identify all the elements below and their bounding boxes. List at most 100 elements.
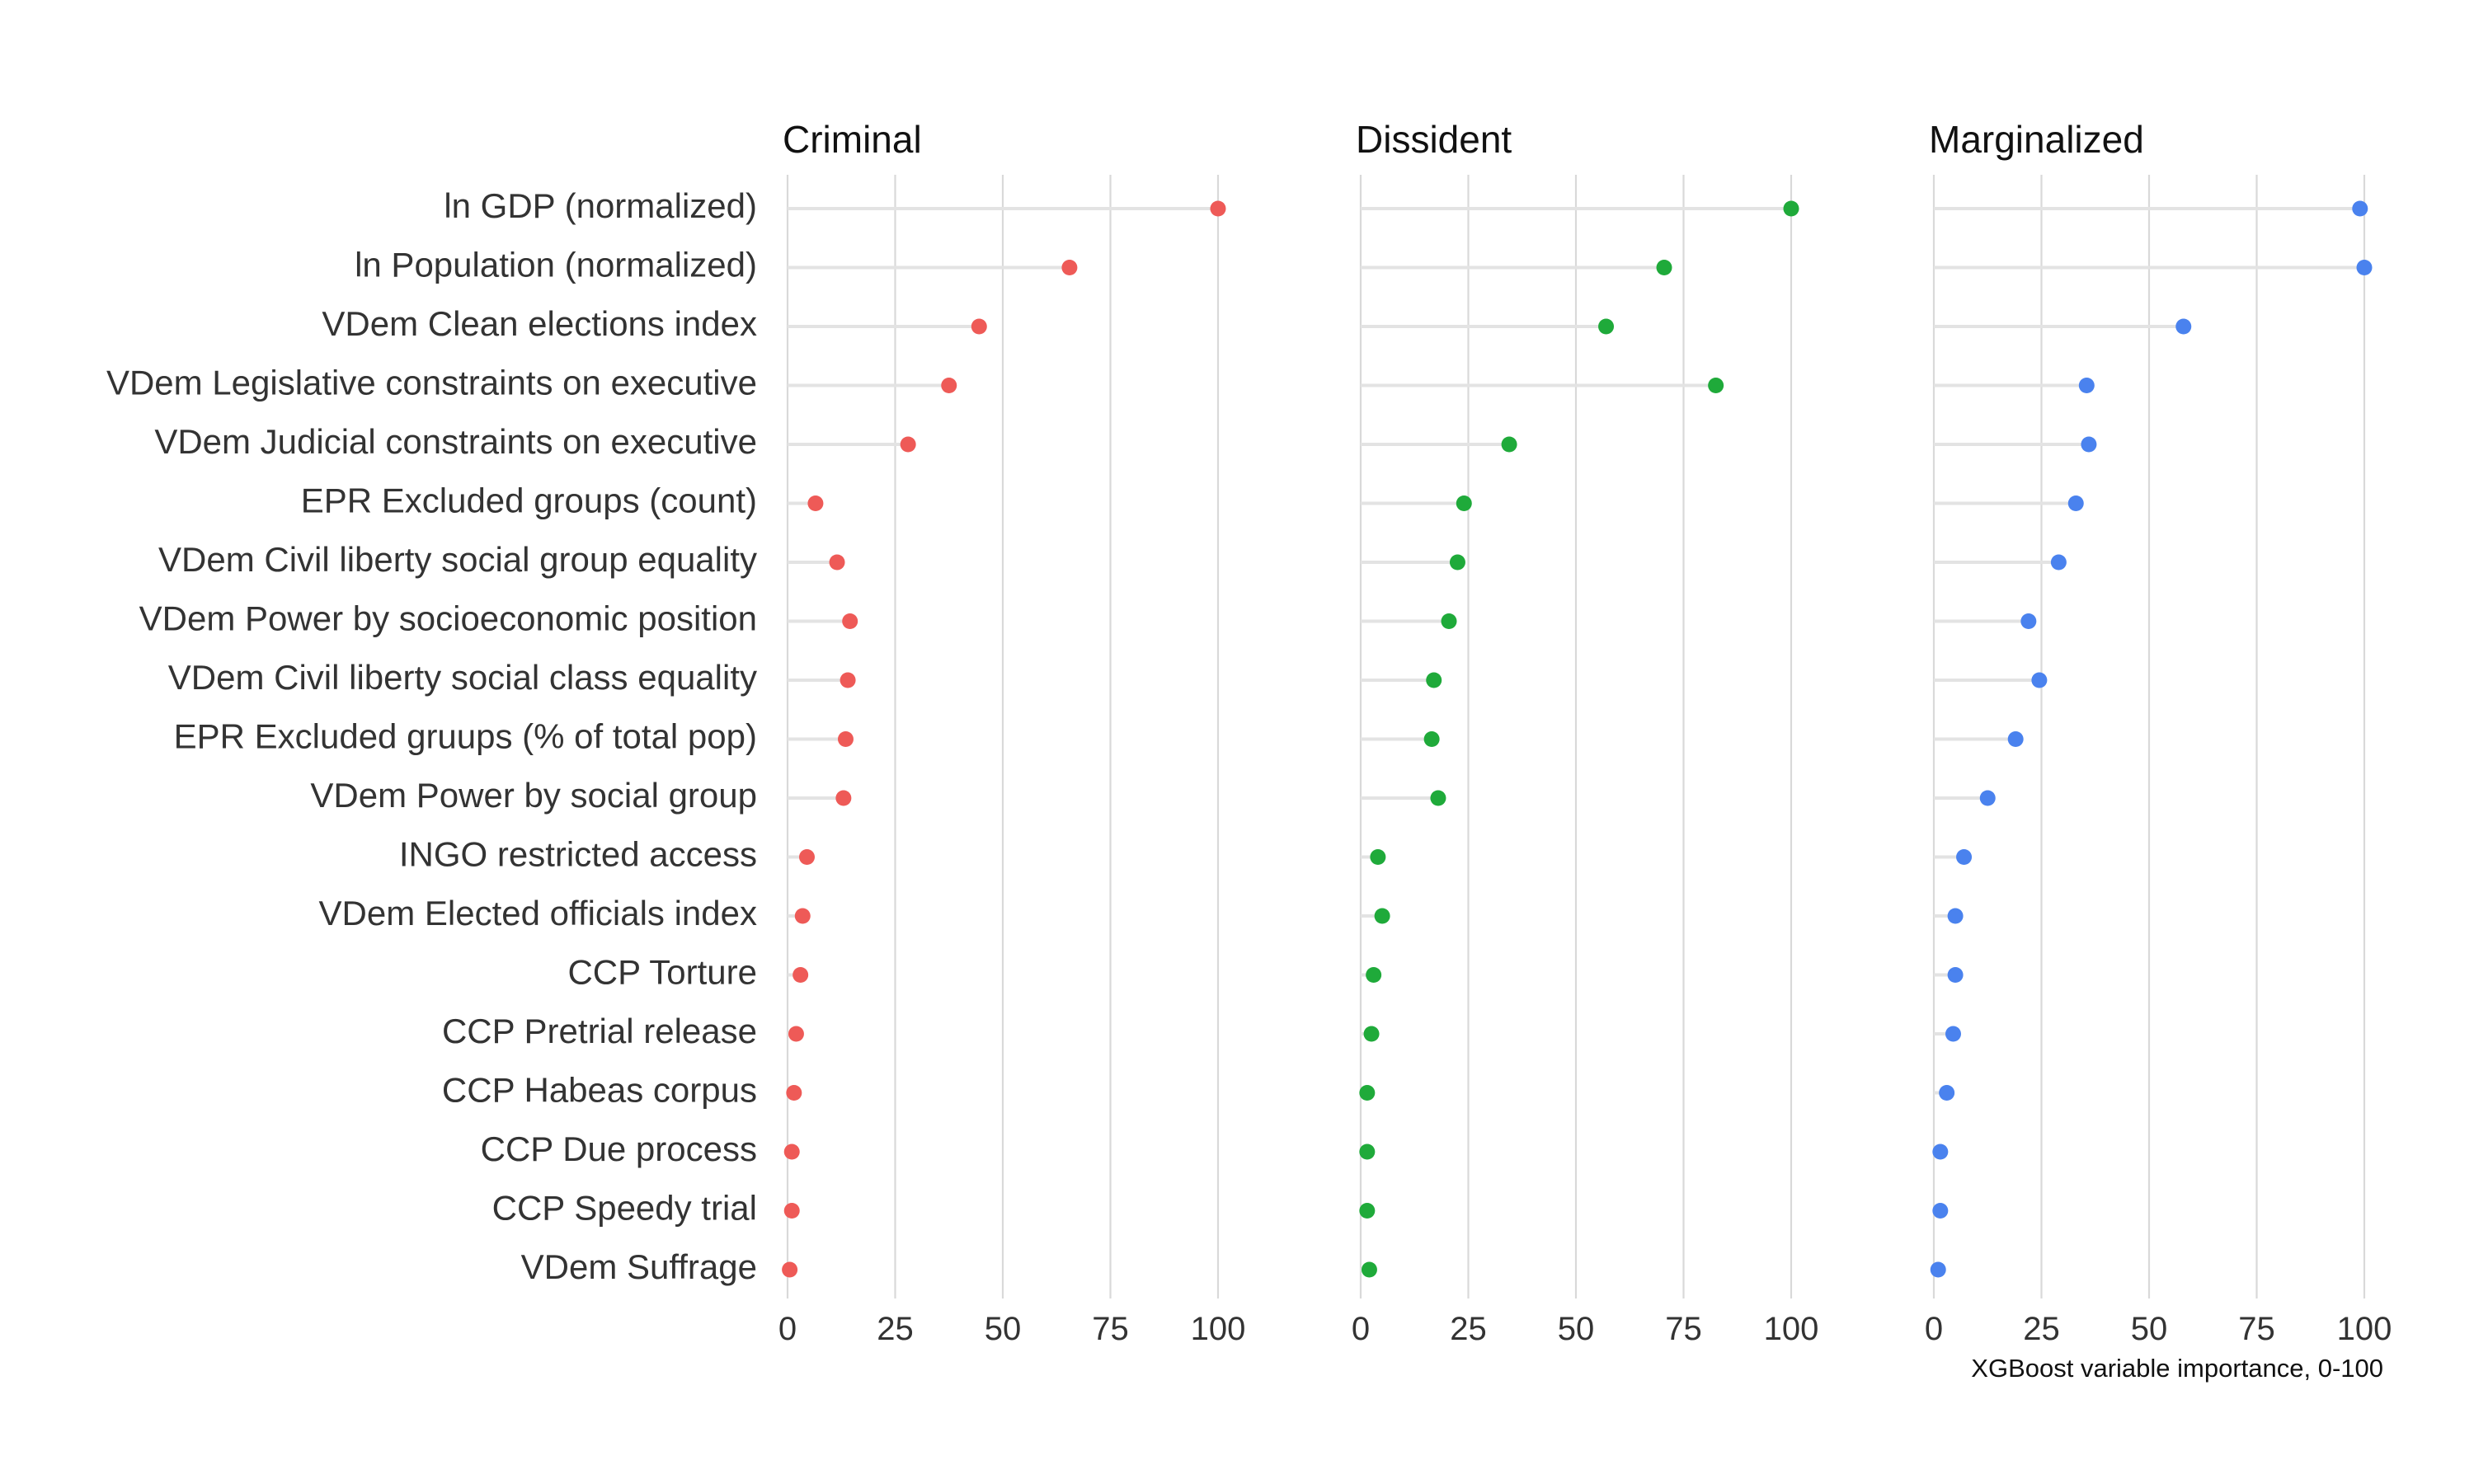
point-ccp-torture [793,967,809,983]
panel-title: Marginalized [1929,118,2144,161]
row-label-epr-excluded-groups-count: EPR Excluded groups (count) [301,481,757,520]
point-vdem-clean-elections-index [971,318,987,335]
x-tick-label-25: 25 [1450,1311,1487,1347]
point-vdem-legislative-constraints-on-executive [941,378,957,393]
point-vdem-power-by-social-group [835,790,852,806]
row-label-ccp-torture: CCP Torture [567,953,757,992]
point-ln-population-normalized [1656,260,1672,275]
point-vdem-legislative-constraints-on-executive [2078,378,2095,393]
x-tick-label-0: 0 [1352,1311,1370,1347]
point-ccp-torture [1366,967,1382,983]
row-labels: ln GDP (normalized) ln Population (normal… [106,186,757,1286]
point-vdem-suffrage [1930,1261,1946,1278]
point-ln-gdp-normalized [1210,200,1226,217]
point-vdem-judicial-constraints-on-executive [900,436,916,453]
point-ccp-habeas-corpus [786,1085,802,1101]
point-ln-population-normalized [1061,260,1078,275]
row-label-ln-gdp-normalized: ln GDP (normalized) [444,186,757,225]
row-label-ccp-habeas-corpus: CCP Habeas corpus [442,1071,757,1110]
x-tick-label-50: 50 [2131,1311,2168,1347]
x-tick-label-100: 100 [1191,1311,1246,1347]
row-label-ln-population-normalized: ln Population (normalized) [355,246,757,284]
point-vdem-clean-elections-index [2175,318,2192,335]
point-ccp-habeas-corpus [1939,1085,1955,1101]
row-label-ingo-restricted-access: INGO restricted access [399,835,757,874]
panel-title: Dissident [1356,118,1512,161]
point-vdem-civil-liberty-social-group-equality [1449,554,1465,571]
point-vdem-legislative-constraints-on-executive [1708,378,1724,393]
point-ingo-restricted-access [798,849,815,865]
point-ccp-speedy-trial [783,1203,800,1219]
x-tick-label-75: 75 [1092,1311,1129,1347]
row-label-vdem-power-by-socioeconomic-position: VDem Power by socioeconomic position [139,599,757,638]
x-tick-label-0: 0 [1925,1311,1943,1347]
point-ccp-speedy-trial [1932,1203,1949,1219]
point-ingo-restricted-access [1370,849,1386,865]
x-tick-label-25: 25 [2023,1311,2060,1347]
point-vdem-judicial-constraints-on-executive [2081,436,2097,453]
panel-dissident: Dissident 0 25 50 75 100 [1352,118,1819,1347]
row-label-vdem-power-by-social-group: VDem Power by social group [310,776,757,815]
point-vdem-civil-liberty-social-class-equality [2031,672,2048,688]
row-label-vdem-suffrage: VDem Suffrage [521,1247,757,1286]
point-vdem-suffrage [1361,1261,1377,1278]
point-vdem-suffrage [782,1261,798,1278]
row-label-vdem-civil-liberty-social-class-equality: VDem Civil liberty social class equality [168,658,757,697]
point-vdem-elected-officials-index [794,908,811,924]
point-vdem-power-by-social-group [1430,790,1446,806]
point-vdem-power-by-socioeconomic-position [1441,613,1457,629]
point-ccp-pretrial-release [1363,1026,1380,1042]
x-tick-label-100: 100 [2337,1311,2392,1347]
x-tick-label-50: 50 [1558,1311,1595,1347]
row-label-epr-excluded-gruups-of-total-pop: EPR Excluded gruups (% of total pop) [174,717,757,756]
row-label-vdem-civil-liberty-social-group-equality: VDem Civil liberty social group equality [158,540,757,579]
panel-marginalized: Marginalized 0 25 50 75 100 [1925,118,2392,1347]
x-tick-label-100: 100 [1764,1311,1819,1347]
x-axis-label: XGBoost variable importance, 0-100 [1971,1354,2383,1383]
point-ln-gdp-normalized [2352,200,2368,217]
point-epr-excluded-groups-count [2067,495,2084,511]
point-vdem-civil-liberty-social-class-equality [1426,672,1442,688]
row-label-vdem-legislative-constraints-on-executive: VDem Legislative constraints on executiv… [106,364,757,402]
row-label-vdem-elected-officials-index: VDem Elected officials index [319,894,757,932]
point-ccp-speedy-trial [1359,1203,1376,1219]
x-tick-label-75: 75 [2238,1311,2275,1347]
point-ln-gdp-normalized [1783,200,1799,217]
point-vdem-clean-elections-index [1598,318,1615,335]
point-epr-excluded-gruups-of-total-pop [2007,731,2024,747]
point-ccp-due-process [1359,1144,1376,1160]
x-tick-label-75: 75 [1665,1311,1702,1347]
point-ln-population-normalized [2356,260,2373,275]
point-ingo-restricted-access [1956,849,1973,865]
point-vdem-civil-liberty-social-group-equality [829,554,845,571]
point-vdem-power-by-socioeconomic-position [842,613,858,629]
point-epr-excluded-groups-count [1456,495,1472,511]
x-tick-label-0: 0 [778,1311,797,1347]
point-vdem-elected-officials-index [1947,908,1964,924]
point-vdem-civil-liberty-social-group-equality [2050,554,2067,571]
row-label-ccp-due-process: CCP Due process [481,1129,757,1168]
point-epr-excluded-groups-count [807,495,824,511]
row-label-ccp-speedy-trial: CCP Speedy trial [492,1189,757,1228]
panel-criminal: Criminal 0 25 50 75 100 [778,118,1246,1347]
row-label-vdem-judicial-constraints-on-executive: VDem Judicial constraints on executive [154,422,757,461]
point-ccp-due-process [1932,1144,1949,1160]
point-ccp-habeas-corpus [1359,1085,1376,1101]
point-vdem-power-by-socioeconomic-position [2020,613,2037,629]
row-label-vdem-clean-elections-index: VDem Clean elections index [322,304,757,343]
point-ccp-due-process [783,1144,800,1160]
point-ccp-pretrial-release [1945,1026,1961,1042]
point-vdem-elected-officials-index [1374,908,1390,924]
row-label-ccp-pretrial-release: CCP Pretrial release [442,1012,757,1050]
point-epr-excluded-gruups-of-total-pop [1423,731,1440,747]
panel-title: Criminal [783,118,922,161]
point-epr-excluded-gruups-of-total-pop [837,731,854,747]
x-tick-label-25: 25 [877,1311,914,1347]
point-vdem-judicial-constraints-on-executive [1501,436,1517,453]
point-ccp-pretrial-release [788,1026,804,1042]
point-vdem-civil-liberty-social-class-equality [840,672,856,688]
point-ccp-torture [1947,967,1964,983]
x-tick-label-50: 50 [985,1311,1022,1347]
